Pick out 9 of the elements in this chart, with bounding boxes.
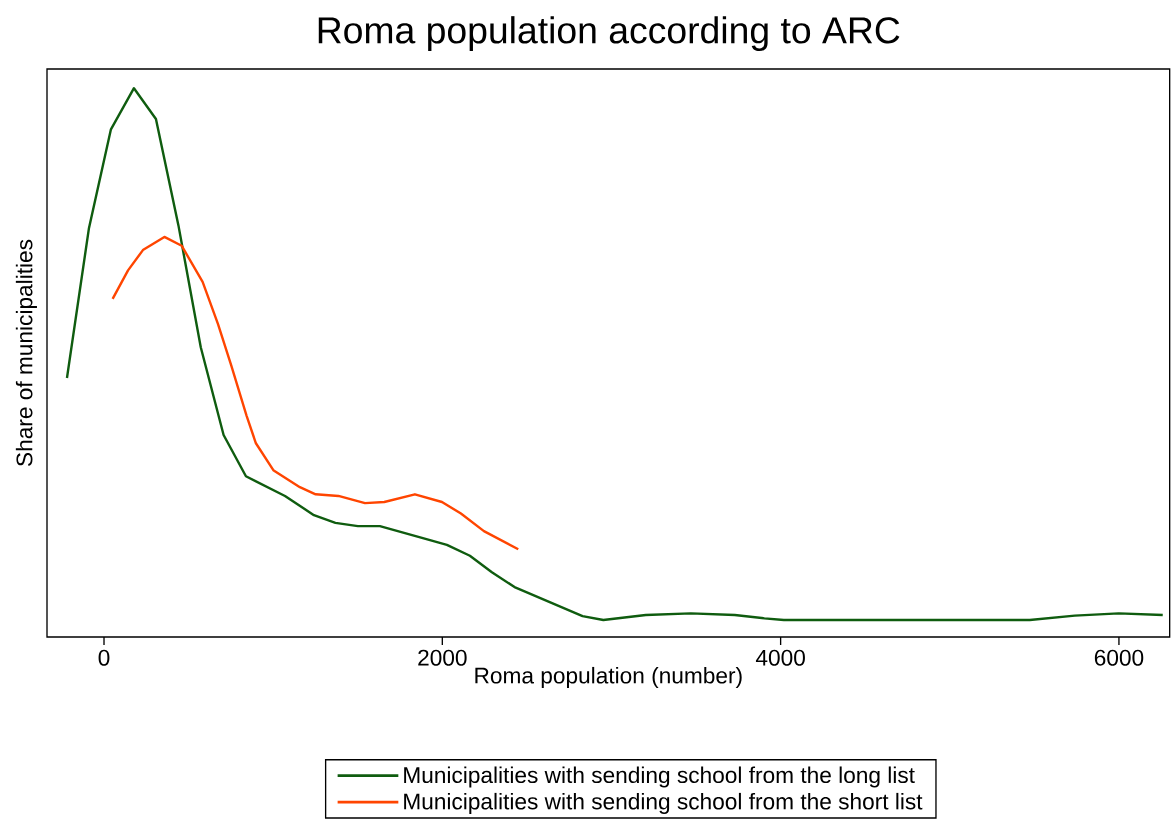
x-tick-label: 6000 <box>1094 649 1144 666</box>
chart-title: Roma population according to ARC <box>318 16 900 51</box>
legend-label: Municipalities with sending school from the long list <box>404 766 915 788</box>
legend-label: Municipalities with sending school from the short list <box>404 792 923 815</box>
x-tick-label: 4000 <box>755 649 805 666</box>
y-axis-title: Share of municipalities <box>15 239 37 466</box>
x-axis-title: Roma population (number) <box>475 666 742 689</box>
x-tick-label: 2000 <box>418 649 467 666</box>
x-tick-label: 0 <box>98 649 110 666</box>
